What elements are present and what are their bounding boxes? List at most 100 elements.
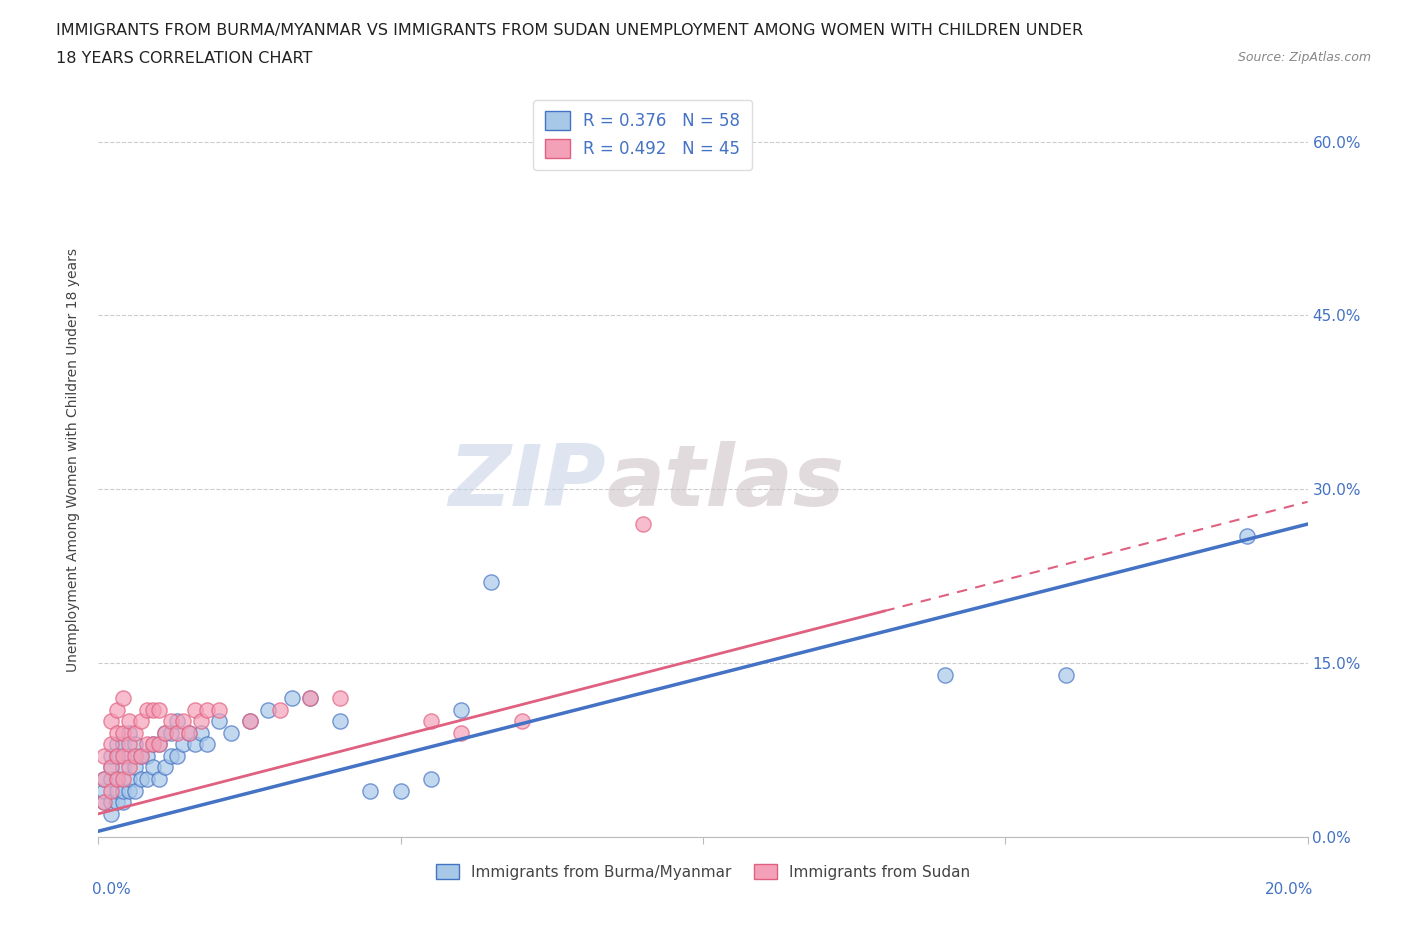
Point: [105, 772, 128, 787]
Point: [389, 783, 412, 798]
Point: [105, 772, 128, 787]
Point: [148, 772, 170, 787]
Point: [239, 713, 262, 728]
Point: [184, 737, 207, 751]
Point: [100, 783, 122, 798]
Point: [124, 749, 146, 764]
Point: [105, 725, 128, 740]
Point: [118, 760, 141, 775]
Point: [135, 749, 157, 764]
Point: [100, 749, 122, 764]
Point: [450, 725, 472, 740]
Point: [129, 713, 152, 728]
Point: [100, 737, 122, 751]
Text: 0.0%: 0.0%: [93, 883, 131, 897]
Point: [142, 702, 165, 717]
Point: [208, 713, 231, 728]
Point: [329, 713, 352, 728]
Point: [281, 690, 304, 705]
Point: [111, 737, 134, 751]
Point: [118, 737, 141, 751]
Point: [129, 772, 152, 787]
Point: [153, 725, 176, 740]
Text: 20.0%: 20.0%: [1265, 883, 1313, 897]
Point: [160, 749, 183, 764]
Point: [129, 749, 152, 764]
Point: [105, 783, 128, 798]
Point: [93, 749, 115, 764]
Point: [184, 702, 207, 717]
Point: [142, 737, 165, 751]
Point: [153, 760, 176, 775]
Legend: Immigrants from Burma/Myanmar, Immigrants from Sudan: Immigrants from Burma/Myanmar, Immigrant…: [430, 857, 976, 886]
Point: [142, 737, 165, 751]
Point: [148, 737, 170, 751]
Point: [111, 783, 134, 798]
Point: [105, 749, 128, 764]
Point: [1054, 668, 1077, 683]
Text: atlas: atlas: [606, 442, 845, 525]
Point: [148, 702, 170, 717]
Point: [111, 725, 134, 740]
Point: [105, 737, 128, 751]
Point: [124, 783, 146, 798]
Point: [934, 668, 956, 683]
Point: [118, 772, 141, 787]
Point: [239, 713, 262, 728]
Point: [631, 517, 654, 532]
Point: [135, 772, 157, 787]
Point: [160, 725, 183, 740]
Point: [299, 690, 322, 705]
Text: ZIP: ZIP: [449, 442, 606, 525]
Point: [450, 702, 472, 717]
Point: [111, 749, 134, 764]
Point: [93, 795, 115, 810]
Point: [153, 725, 176, 740]
Point: [118, 749, 141, 764]
Text: IMMIGRANTS FROM BURMA/MYANMAR VS IMMIGRANTS FROM SUDAN UNEMPLOYMENT AMONG WOMEN : IMMIGRANTS FROM BURMA/MYANMAR VS IMMIGRA…: [56, 23, 1084, 38]
Point: [111, 795, 134, 810]
Point: [166, 713, 188, 728]
Point: [118, 713, 141, 728]
Point: [329, 690, 352, 705]
Point: [100, 713, 122, 728]
Point: [105, 749, 128, 764]
Point: [256, 702, 278, 717]
Point: [124, 725, 146, 740]
Y-axis label: Unemployment Among Women with Children Under 18 years: Unemployment Among Women with Children U…: [66, 248, 80, 672]
Point: [179, 725, 201, 740]
Point: [118, 725, 141, 740]
Point: [420, 772, 443, 787]
Point: [111, 690, 134, 705]
Point: [172, 713, 194, 728]
Point: [190, 713, 212, 728]
Point: [142, 760, 165, 775]
Point: [166, 725, 188, 740]
Point: [190, 725, 212, 740]
Point: [105, 702, 128, 717]
Point: [93, 783, 115, 798]
Point: [100, 760, 122, 775]
Point: [195, 702, 218, 717]
Point: [124, 760, 146, 775]
Point: [111, 760, 134, 775]
Point: [179, 725, 201, 740]
Point: [166, 749, 188, 764]
Point: [100, 795, 122, 810]
Point: [124, 737, 146, 751]
Point: [118, 783, 141, 798]
Point: [481, 575, 503, 590]
Point: [129, 749, 152, 764]
Point: [269, 702, 291, 717]
Point: [420, 713, 443, 728]
Point: [100, 806, 122, 821]
Point: [221, 725, 243, 740]
Point: [1236, 528, 1258, 543]
Point: [160, 713, 183, 728]
Point: [111, 772, 134, 787]
Point: [105, 795, 128, 810]
Point: [93, 772, 115, 787]
Point: [299, 690, 322, 705]
Point: [195, 737, 218, 751]
Point: [510, 713, 533, 728]
